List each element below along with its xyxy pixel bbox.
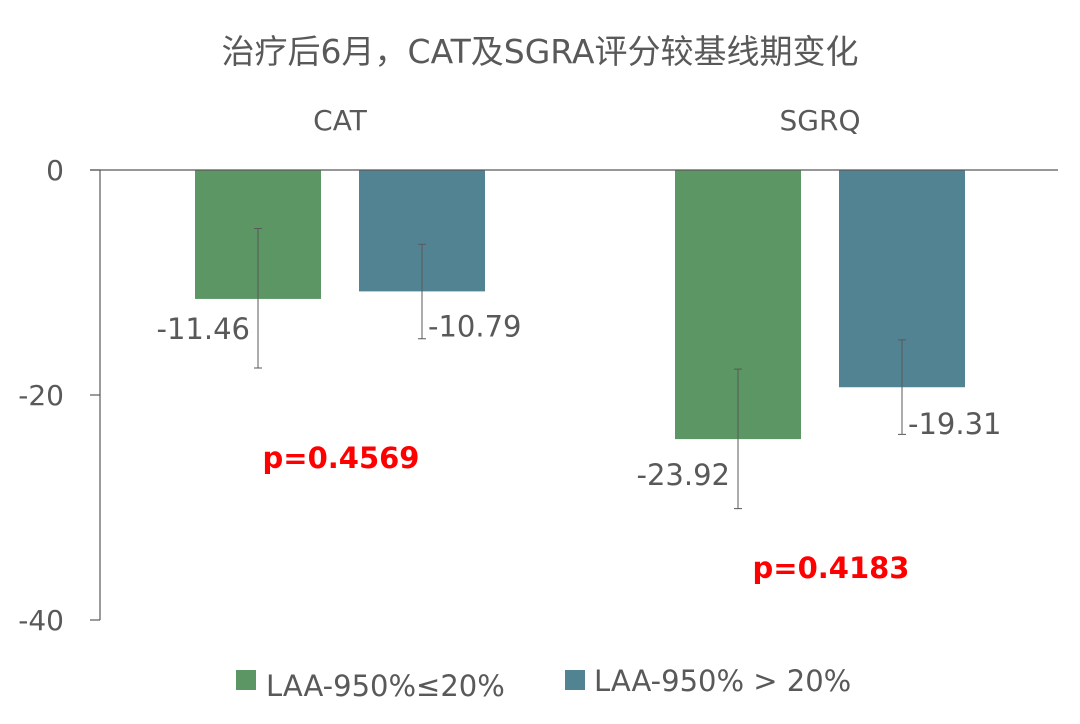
legend: LAA-950%≤20% LAA-950% > 20% [236, 664, 851, 703]
data-label: -10.79 [428, 309, 522, 343]
y-tick-label: -40 [18, 604, 64, 637]
category-label-sgrq: SGRQ [780, 104, 861, 137]
data-label: -11.46 [157, 312, 251, 346]
legend-swatch-low [236, 670, 256, 690]
y-tick-label: 0 [46, 154, 64, 187]
chart-title: 治疗后6月，CAT及SGRA评分较基线期变化 [222, 32, 859, 71]
legend-swatch-high [565, 670, 585, 690]
y-tick-label: -20 [18, 379, 64, 412]
legend-label-low: LAA-950%≤20% [266, 669, 505, 703]
data-label: -23.92 [637, 458, 731, 492]
legend-label-high: LAA-950% > 20% [594, 664, 851, 698]
p-value-cat: p=0.4569 [263, 441, 420, 475]
category-label-cat: CAT [313, 104, 368, 137]
p-value-sgrq: p=0.4183 [753, 551, 910, 585]
data-label: -19.31 [908, 407, 1002, 441]
